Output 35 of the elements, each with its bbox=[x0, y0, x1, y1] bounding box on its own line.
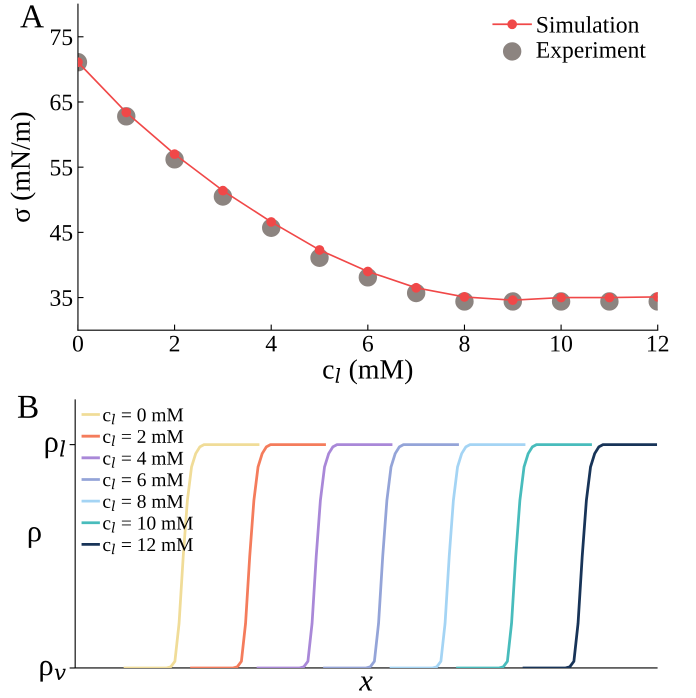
point bbox=[314, 245, 324, 255]
y-axis-title: ρ bbox=[28, 526, 41, 548]
legend-label: c$_{l}$ = 2 mM bbox=[103, 430, 184, 446]
x-tick-label: 12 bbox=[648, 336, 668, 352]
y-tick-label: 45 bbox=[50, 225, 72, 241]
chart-title: B bbox=[18, 396, 38, 418]
y-tick-label: 35 bbox=[50, 290, 72, 306]
text: ρ$_{l}$ bbox=[46, 437, 66, 458]
legend-label: c$_{l}$ = 10 mM bbox=[103, 516, 193, 532]
legend-label: Experiment bbox=[536, 42, 646, 63]
point bbox=[362, 266, 373, 276]
point bbox=[218, 186, 228, 196]
y-axis-title: σ (mN/m) bbox=[10, 112, 36, 222]
x-tick-label: 10 bbox=[551, 336, 572, 352]
legend-label: c$_{l}$ = 6 mM bbox=[103, 473, 184, 490]
legend-label: c$_{l}$ = 8 mM bbox=[103, 494, 184, 511]
x-tick-label: 4 bbox=[266, 336, 277, 352]
point bbox=[411, 282, 422, 293]
legend-label: Simulation bbox=[537, 16, 640, 33]
text: ρ$_{v}$ bbox=[40, 660, 66, 682]
x-tick-label: 0 bbox=[72, 336, 83, 352]
x-axis-title: c$_{l}$ (mM) bbox=[323, 359, 412, 384]
x-tick-label: 8 bbox=[459, 336, 470, 352]
chart-title: A bbox=[20, 5, 44, 28]
x-tick-label: 6 bbox=[362, 336, 374, 352]
legend-label: c$_{l}$ = 4 mM bbox=[103, 452, 184, 468]
legend-label: c$_{l}$ = 0 mM bbox=[103, 408, 184, 424]
x-tick-label: 2 bbox=[170, 336, 180, 352]
point bbox=[266, 217, 276, 227]
y-tick-label: 75 bbox=[51, 30, 72, 46]
y-tick-label: 65 bbox=[50, 94, 72, 110]
legend-label: c$_{l}$ = 12 mM bbox=[103, 538, 193, 554]
x-axis-title: x bbox=[358, 676, 373, 691]
point bbox=[170, 149, 180, 159]
y-tick-label: 55 bbox=[50, 160, 72, 176]
